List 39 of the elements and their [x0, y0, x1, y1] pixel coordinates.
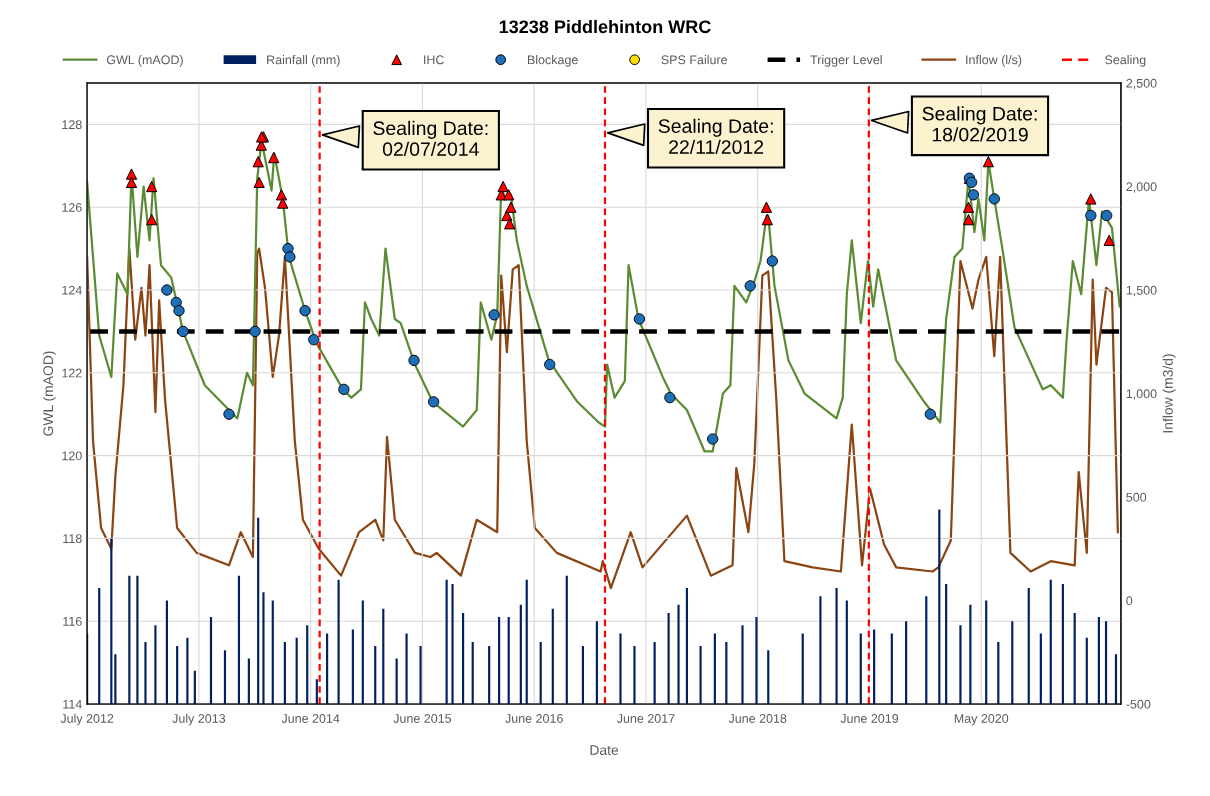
- y-tick-label: 118: [63, 534, 82, 544]
- legend-label: SPS Failure: [661, 55, 728, 65]
- legend-label: IHC: [424, 55, 444, 65]
- x-tick-label: June 2019: [840, 714, 899, 723]
- y-tick-label: 124: [62, 285, 82, 295]
- y2-tick-label: 0: [1126, 596, 1133, 606]
- y2-axis-title: Inflow (m3/d): [1162, 354, 1176, 433]
- legend-label: Blockage: [527, 55, 578, 67]
- legend-label: Rainfall (mm): [267, 55, 340, 67]
- y-tick-label: 128: [62, 120, 82, 130]
- x-tick-label: June 2016: [505, 714, 563, 723]
- x-tick-label: June 2015: [393, 714, 452, 723]
- x-tick-label: June 2018: [728, 714, 787, 723]
- y2-tick-label: 2,000: [1126, 182, 1157, 193]
- annotation: Sealing Date: 18/02/2019: [922, 106, 1037, 142]
- legend-label: Sealing: [1105, 55, 1146, 67]
- y-tick-label: 120: [62, 451, 82, 461]
- x-tick-label: May 2020: [954, 714, 1009, 726]
- legend-label: GWL (mAOD): [106, 55, 183, 67]
- annotation: Sealing Date: 02/07/2014: [373, 120, 488, 157]
- y-tick-label: 116: [63, 616, 82, 626]
- legend-label: Inflow (l/s): [966, 55, 1022, 67]
- chart-title: 13238 Piddlehinton WRC: [499, 19, 711, 34]
- y-tick-label: 114: [63, 699, 82, 709]
- y-tick-label: 122: [62, 368, 82, 378]
- y2-tick-label: 1,000: [1126, 389, 1157, 400]
- annotation: Sealing Date: 22/11/2012: [658, 118, 773, 154]
- x-axis-title: Date: [590, 745, 619, 755]
- y2-tick-label: 1,500: [1126, 285, 1157, 297]
- y-tick-label: 126: [62, 203, 82, 212]
- x-tick-label: July 2012: [60, 713, 114, 726]
- y2-tick-label: 500: [1126, 492, 1147, 502]
- legend-label: Trigger Level: [810, 55, 882, 67]
- x-tick-label: June 2017: [616, 714, 675, 723]
- x-tick-label: July 2013: [172, 713, 226, 726]
- y2-tick-label: 2,500: [1126, 78, 1157, 90]
- y2-tick-label: -500: [1126, 699, 1151, 709]
- y-axis-title: GWL (mAOD): [42, 351, 56, 436]
- x-tick-label: June 2014: [281, 714, 340, 723]
